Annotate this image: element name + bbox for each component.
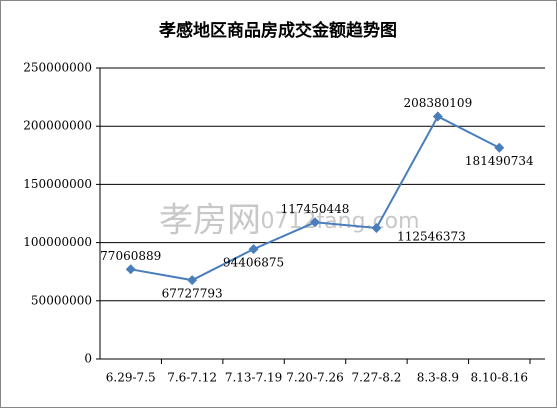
y-tick-label: 50000000 [31, 293, 92, 307]
data-label: 67727793 [162, 287, 223, 301]
x-tick-label: 6.29-7.5 [106, 371, 156, 385]
x-tick-label: 7.20-7.26 [286, 371, 344, 385]
marker [310, 217, 320, 228]
data-label: 112546373 [397, 229, 466, 243]
data-label: 117450448 [281, 202, 350, 216]
data-label: 208380109 [403, 96, 472, 110]
watermark: 0712fang.com [260, 209, 419, 234]
watermark: 孝房网 [159, 201, 261, 241]
x-tick-label: 7.13-7.19 [225, 371, 283, 385]
x-tick-label: 8.10-8.16 [471, 371, 529, 385]
y-tick-label: 0 [84, 352, 92, 366]
marker [432, 111, 443, 122]
x-tick-label: 8.3-8.9 [417, 371, 459, 385]
x-tick-label: 7.27-8.2 [351, 371, 401, 385]
x-tick-label: 7.6-7.12 [167, 371, 217, 385]
y-tick-label: 100000000 [23, 235, 92, 249]
data-label: 181490734 [465, 154, 534, 168]
chart-title: 孝感地区商品房成交金额趋势图 [159, 20, 397, 41]
marker [248, 244, 259, 255]
data-label: 94406875 [223, 256, 284, 270]
y-tick-label: 150000000 [23, 177, 92, 191]
marker [494, 142, 505, 153]
y-tick-label: 250000000 [23, 61, 92, 75]
y-tick-label: 200000000 [23, 119, 92, 133]
data-label: 77060889 [100, 249, 161, 263]
marker [371, 222, 382, 233]
marker [187, 275, 198, 286]
marker [125, 264, 136, 275]
